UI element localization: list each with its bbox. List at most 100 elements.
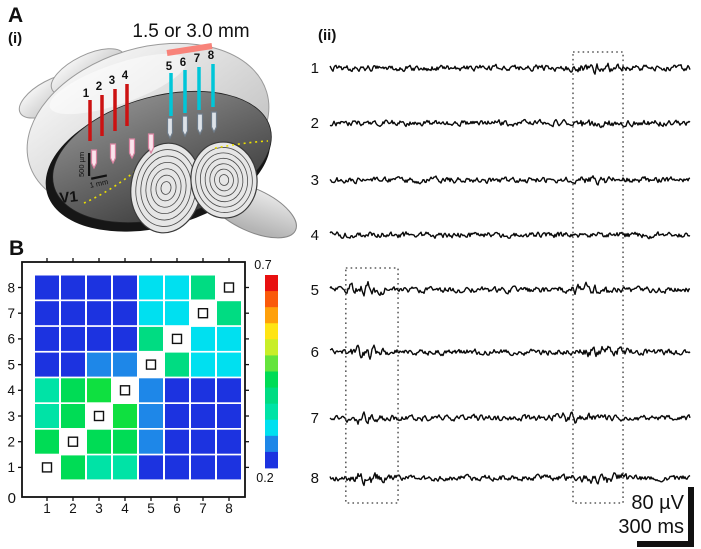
- hemisphere-highlight: [49, 53, 187, 115]
- heatmap-cell: [35, 378, 59, 403]
- heatmap-cell: [191, 429, 215, 454]
- voltage-scalebar: [688, 487, 694, 547]
- colorbar-segment: [265, 355, 278, 372]
- heatmap-cell: [165, 429, 189, 454]
- colorbar-segment: [265, 323, 278, 340]
- cerebellum-folia-line: [145, 161, 187, 215]
- trace-row: 6: [311, 344, 691, 361]
- heatmap-cell: [61, 326, 85, 351]
- heatmap-cell: [61, 301, 85, 326]
- diagonal-self-marker: [171, 333, 183, 345]
- trace-label: 2: [311, 115, 319, 132]
- heatmap-cell: [113, 404, 137, 428]
- panel-a-label: A: [8, 4, 23, 27]
- panel-a-i-label: (i): [8, 30, 22, 47]
- cerebellum: [130, 141, 258, 234]
- brain-diagram-panel: 1 2 3 4 5 6 7 8 500 µm 1 mm V1 1.5 or 3.…: [8, 4, 297, 239]
- heatmap-cell: [113, 429, 137, 454]
- buried-tip-icon: [181, 115, 189, 138]
- trace-label: 5: [311, 282, 319, 299]
- electrode-number: 7: [194, 53, 200, 65]
- electrode-number: 1: [83, 88, 90, 100]
- heatmap-cell: [113, 301, 137, 326]
- x-tick-label: 5: [147, 501, 155, 516]
- highlight-window: [345, 267, 399, 504]
- trace-row: 5: [311, 281, 691, 299]
- x-tick-label: 1: [43, 501, 51, 516]
- heatmap-cell: [165, 301, 189, 326]
- x-tick-label: 4: [121, 501, 129, 516]
- heatmap-cell: [87, 352, 111, 377]
- electrode-number: 6: [180, 57, 186, 69]
- lfp-trace: [329, 118, 691, 129]
- y-tick-label: 7: [7, 306, 15, 321]
- heatmap-cell: [61, 378, 85, 403]
- buried-tip-icon: [210, 111, 218, 134]
- depth-scale-bar: [88, 153, 91, 176]
- cerebellum-folia-line: [199, 152, 249, 208]
- diagonal-self-marker: [223, 282, 235, 293]
- x-tick-label: 6: [173, 501, 181, 516]
- colorbar-segment: [265, 387, 278, 405]
- lfp-trace: [329, 411, 691, 425]
- heatmap-cell: [165, 275, 189, 300]
- lfp-trace: [329, 472, 691, 487]
- trace-label: 6: [311, 344, 319, 361]
- trace-label: 7: [311, 410, 319, 427]
- heatmap-cell: [113, 455, 137, 480]
- trace-row: 8: [311, 470, 691, 487]
- heatmap-cell: [139, 301, 163, 326]
- heatmap-cell: [61, 404, 85, 428]
- distance-annotation: 1.5 or 3.0 mm: [132, 21, 249, 42]
- lfp-trace: [329, 231, 691, 240]
- heatmap-frame: [21, 261, 246, 498]
- v1-boundary-dashed-line-left: [83, 166, 141, 204]
- colorbar-min-label: 0.2: [256, 471, 273, 485]
- heatmap-cell: [165, 404, 189, 428]
- heatmap-cell: [61, 275, 85, 300]
- y-tick-label: 4: [7, 383, 15, 398]
- cyan-electrode-array: 5 6 7 8: [166, 50, 215, 116]
- width-scale-label: 1 mm: [89, 177, 109, 190]
- heatmap-cell: [139, 378, 163, 403]
- colorbar-segment: [265, 419, 278, 437]
- heatmap-cell: [113, 352, 137, 377]
- panel-b-label: B: [9, 240, 24, 260]
- buried-tip-icon: [109, 143, 117, 165]
- heatmap-cell: [35, 429, 59, 454]
- diagonal-self-marker: [145, 359, 157, 370]
- heatmap-cell: [165, 378, 189, 403]
- colorbar-max-label: 0.7: [254, 258, 271, 272]
- cerebellum-folia-line: [218, 174, 230, 186]
- heatmap-cell: [139, 326, 163, 351]
- colorbar-segment: [265, 291, 278, 308]
- buried-electrode-tips-cyan: [166, 111, 218, 140]
- trace-row: 3: [311, 172, 691, 189]
- lfp-traces-panel: (ii) 1 2 3 4 5 6 7 8 80 µV 300 ms: [311, 27, 694, 547]
- voltage-scalebar-label: 80 µV: [631, 492, 684, 514]
- heatmap-cell: [113, 275, 137, 300]
- heatmap-cell: [87, 378, 111, 403]
- heatmap-cell: [217, 301, 241, 326]
- y-tick-label: 1: [7, 460, 15, 475]
- time-scalebar: [637, 541, 694, 547]
- heatmap-cell: [87, 275, 111, 300]
- lfp-trace: [329, 281, 691, 297]
- colorbar-segment: [265, 371, 278, 388]
- y-axis-zero-label: 0: [8, 490, 16, 507]
- electrode-number: 8: [208, 50, 215, 62]
- panel-a-ii-label: (ii): [318, 27, 336, 44]
- cerebellum-folia-line: [195, 147, 253, 213]
- y-tick-label: 3: [7, 409, 15, 424]
- trace-label: 8: [311, 470, 319, 487]
- heatmap-cell: [87, 429, 111, 454]
- heatmap-cell: [191, 352, 215, 377]
- cerebellum-folia-line: [209, 163, 239, 197]
- colorbar-segment: [265, 339, 278, 356]
- x-tick-label: 7: [199, 501, 207, 516]
- heatmap-cell: [113, 326, 137, 351]
- heatmap-group: 1 2 3 4 5 6 7 8 1 2 3 4 5 6 7 8 0: [7, 258, 278, 516]
- cerebellum-folia-line: [214, 168, 234, 192]
- heatmap-cell: [165, 455, 189, 480]
- heatmap-cell: [35, 275, 59, 300]
